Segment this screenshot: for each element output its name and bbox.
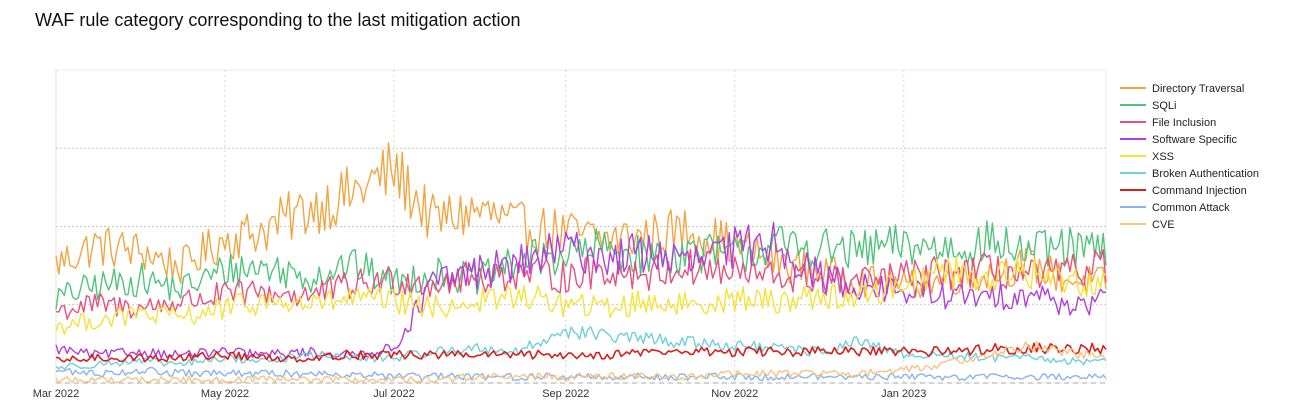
- legend-label: File Inclusion: [1152, 117, 1216, 129]
- chart-title: WAF rule category corresponding to the l…: [35, 10, 521, 30]
- x-tick-label: Nov 2022: [711, 388, 758, 400]
- legend-label: Directory Traversal: [1152, 83, 1244, 95]
- series-line-sqli: [55, 220, 1107, 310]
- x-tick-label: Mar 2022: [33, 388, 79, 400]
- x-tick-label: May 2022: [201, 388, 249, 400]
- series-line-xss: [55, 255, 1107, 336]
- series-line-cve: [55, 341, 1107, 384]
- series-line-software-specific: [55, 221, 1107, 359]
- x-tick-label: Sep 2022: [542, 388, 589, 400]
- series-layer: [55, 142, 1107, 384]
- x-tick-label: Jan 2023: [881, 388, 926, 400]
- legend-label: Broken Authentication: [1152, 168, 1259, 180]
- series-line-command-injection: [55, 342, 1107, 363]
- series-line-file-inclusion: [55, 248, 1107, 320]
- legend-label: SQLi: [1152, 100, 1176, 112]
- x-tick-label: Jul 2022: [373, 388, 415, 400]
- legend-label: XSS: [1152, 151, 1174, 163]
- legend-label: Software Specific: [1152, 134, 1237, 146]
- x-axis: Mar 2022 May 2022 Jul 2022 Sep 2022 Nov 2022…: [33, 388, 927, 400]
- series-line-broken-authentication: [55, 326, 1107, 370]
- legend-label: CVE: [1152, 219, 1175, 231]
- legend-label: Common Attack: [1152, 202, 1230, 214]
- series-line-directory-traversal: [55, 142, 1107, 299]
- legend-label: Command Injection: [1152, 185, 1247, 197]
- legend: Directory Traversal SQLi File Inclusion Sof…: [1120, 83, 1259, 231]
